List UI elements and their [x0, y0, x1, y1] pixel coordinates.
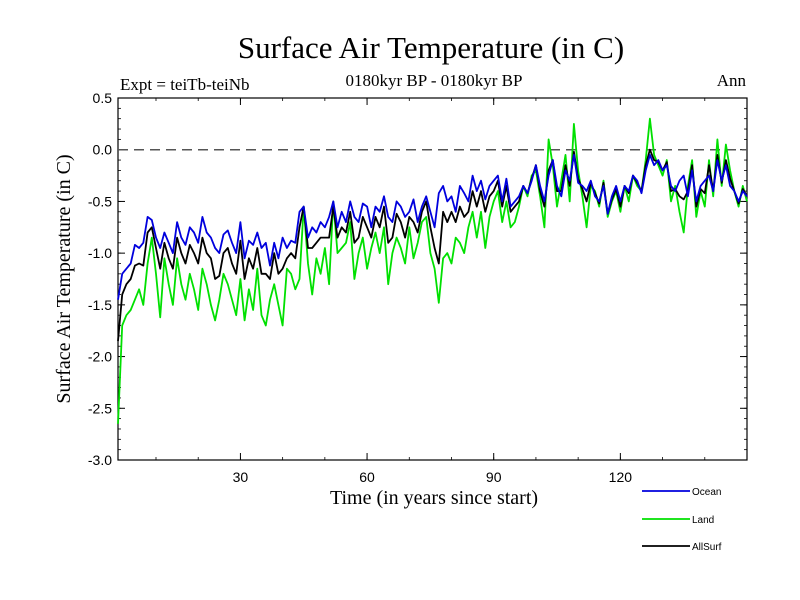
legend-label-allsurf: AllSurf [692, 542, 722, 553]
y-tick-label: 0.0 [93, 142, 113, 158]
experiment-label: Expt = teiTb-teiNb [120, 75, 250, 94]
y-tick-label: 0.5 [93, 90, 113, 106]
y-tick-label: -3.0 [88, 452, 112, 468]
y-tick-label: -1.5 [88, 297, 112, 313]
legend-label-land: Land [692, 515, 714, 526]
plot-frame [117, 97, 748, 461]
x-tick-label: 120 [609, 469, 633, 485]
y-tick-label: -0.5 [88, 193, 112, 209]
x-tick-label: 60 [359, 469, 375, 485]
series-line-land [117, 117, 748, 424]
legend: Ocean Land AllSurf [642, 487, 722, 553]
legend-label-ocean: Ocean [692, 487, 721, 498]
y-axis-label: Surface Air Temperature (in C) [53, 154, 75, 403]
x-tick-label: 90 [486, 469, 502, 485]
x-tick-label: 30 [233, 469, 249, 485]
series-line-ocean [117, 153, 748, 300]
season-label: Ann [717, 71, 747, 90]
chart-title: Surface Air Temperature (in C) [238, 30, 624, 65]
series-lines [117, 117, 748, 424]
y-tick-label: -2.0 [88, 349, 112, 365]
y-tick-label: -2.5 [88, 400, 112, 416]
x-axis-label: Time (in years since start) [330, 487, 538, 509]
y-tick-label: -1.0 [88, 245, 112, 261]
period-label: 0180kyr BP - 0180kyr BP [346, 71, 523, 90]
